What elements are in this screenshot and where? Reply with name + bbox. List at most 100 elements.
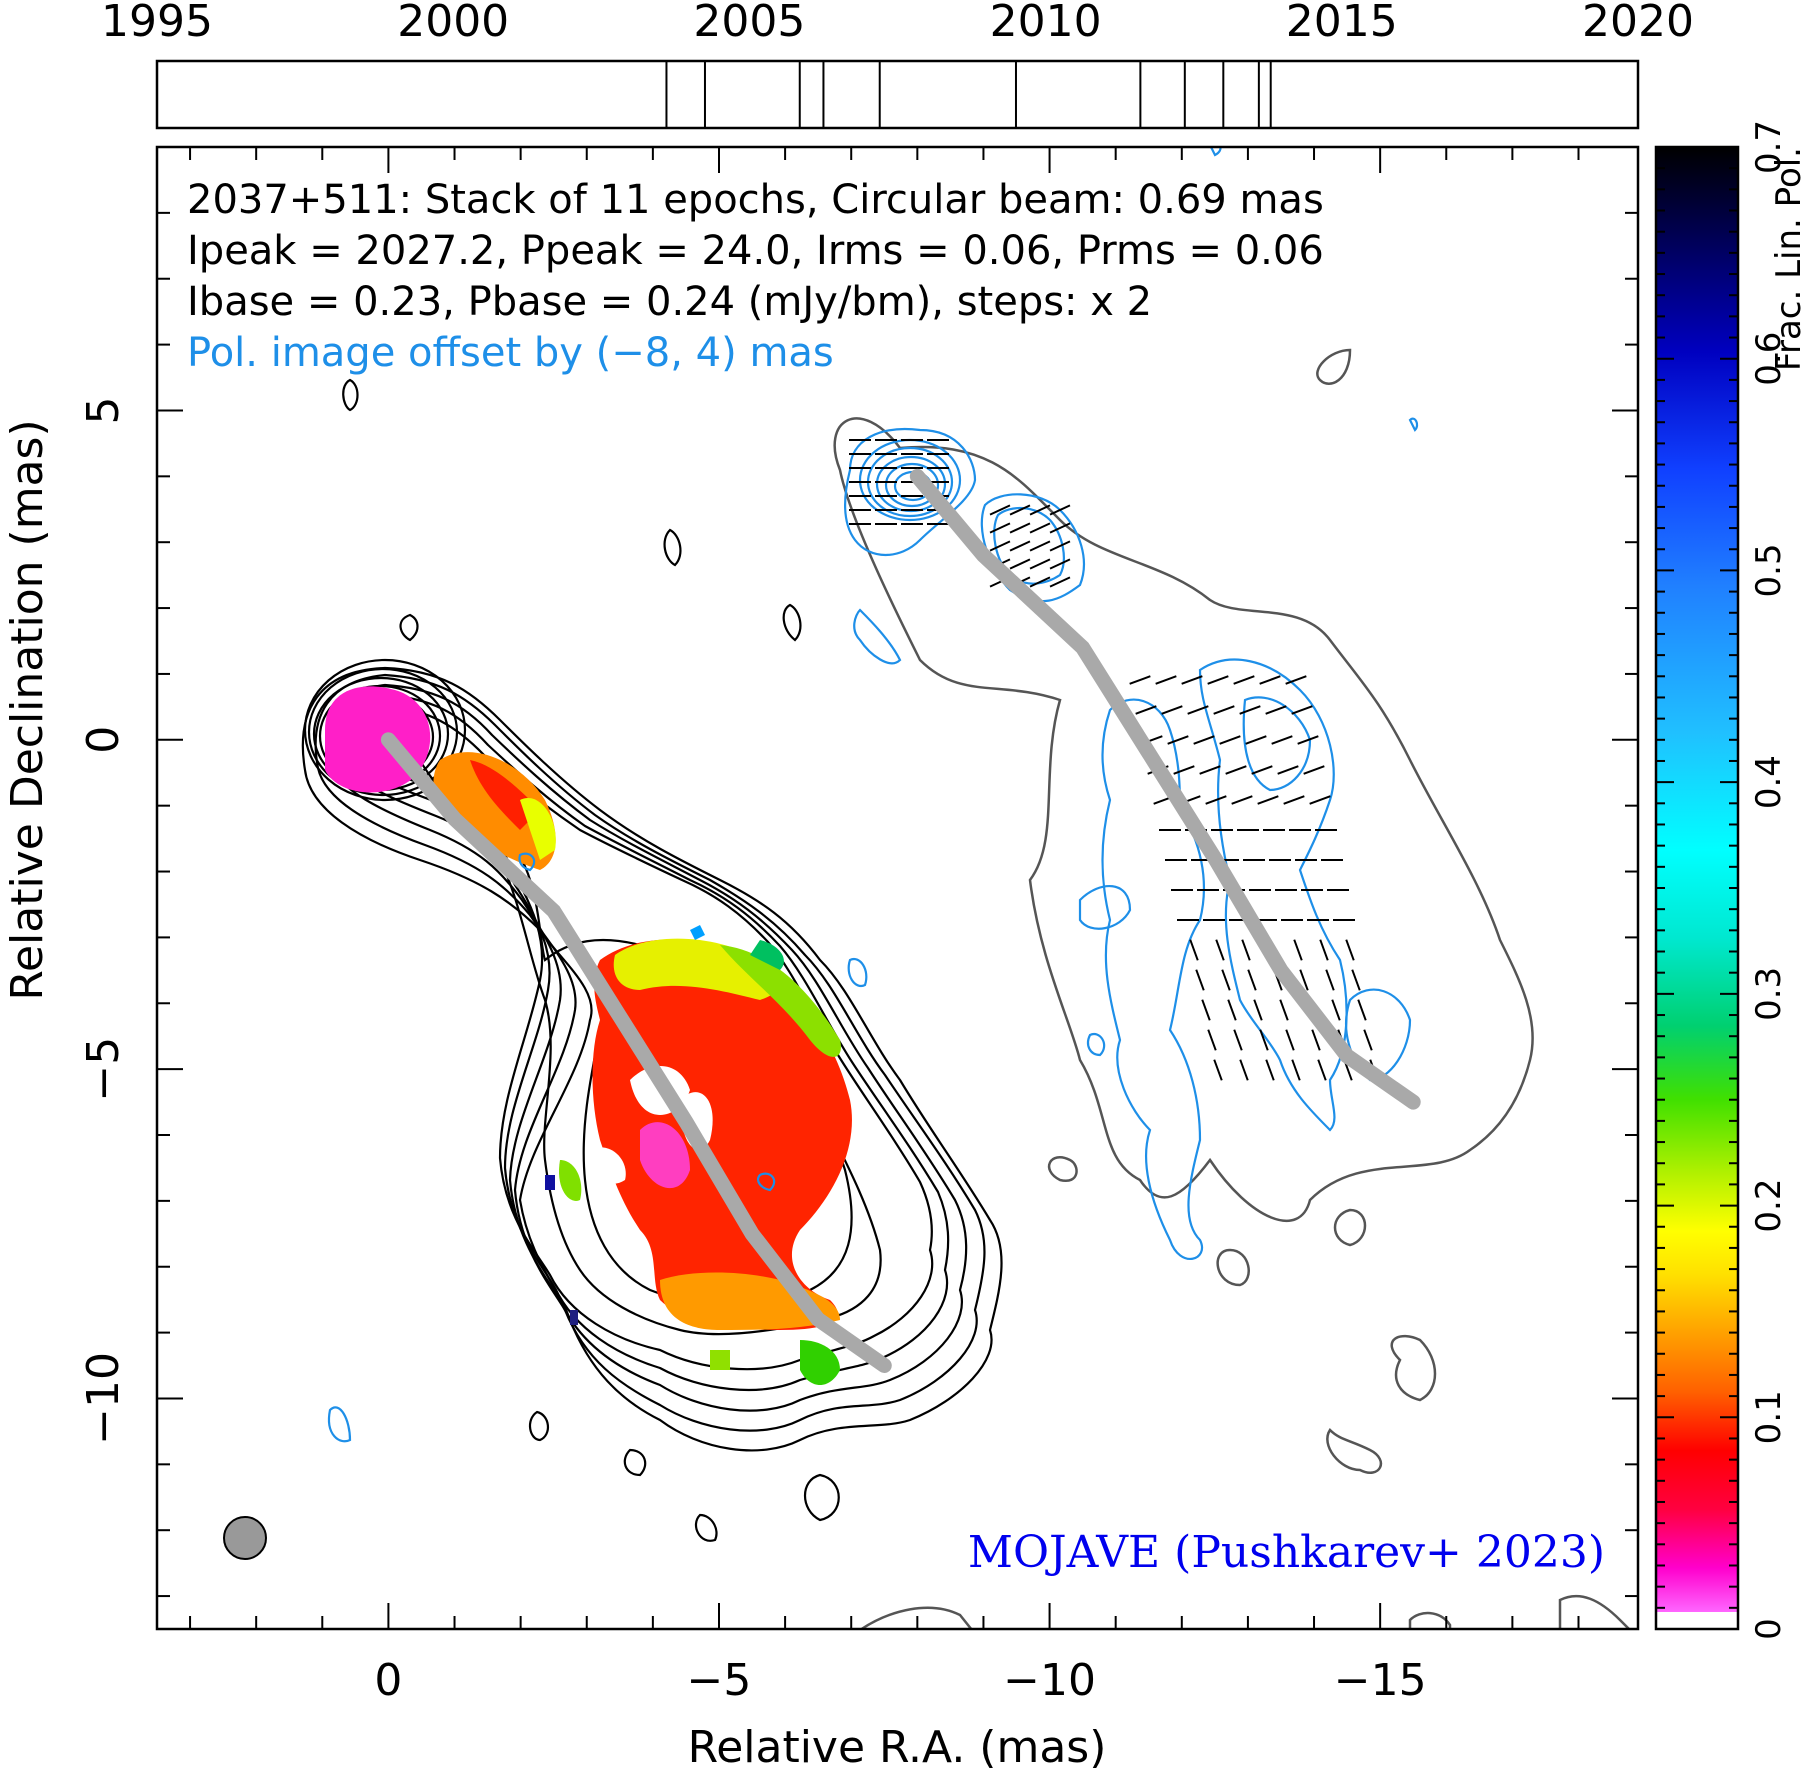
colorbar-tick-labels: 0 0.1 0.2 0.3 0.4 0.5 0.6 0.7: [1749, 120, 1789, 1640]
evpa-stick: [1029, 540, 1051, 552]
evpa-stick: [989, 540, 1011, 552]
colorbar-white-base: [1656, 1612, 1738, 1629]
timeline-tick-label: 2015: [1286, 0, 1398, 47]
evpa-stick: [1225, 765, 1247, 775]
evpa-stick: [1291, 1059, 1301, 1081]
evpa-stick: [1311, 1029, 1321, 1051]
y-tick-labels: 5 0 −5 −10: [78, 396, 129, 1444]
evpa-stick: [1049, 558, 1071, 570]
colorbar-tick-label: 0.6: [1749, 332, 1789, 386]
y-tick-label: −5: [78, 1037, 129, 1102]
evpa-stick: [1187, 705, 1209, 715]
evpa-stick: [1297, 735, 1319, 745]
evpa-stick: [1213, 1059, 1223, 1081]
evpa-stick: [1265, 1059, 1275, 1081]
x-tick-label: −5: [687, 1655, 752, 1706]
ridge-line-offset: [909, 468, 1421, 1110]
evpa-stick: [1215, 939, 1225, 961]
main-plot: 0 −5 −10 −15 5 0 −5 −10 2037+511: Stack of 11 …: [2, 145, 1640, 1773]
evpa-stick: [1029, 504, 1051, 516]
axis-ticks: [157, 147, 1638, 1629]
evpa-stick: [1363, 1029, 1373, 1051]
annotation-line-3: Ibase = 0.23, Pbase = 0.24 (mJy/bm), ste…: [187, 279, 1152, 325]
evpa-stick: [989, 504, 1011, 516]
timeline: 1995 2000 2005 2010 2015 2020: [101, 0, 1694, 130]
annotation-line-2: Ipeak = 2027.2, Ppeak = 24.0, Irms = 0.0…: [187, 228, 1324, 274]
evpa-stick: [1325, 969, 1335, 991]
evpa-stick: [1283, 795, 1305, 805]
evpa-stick: [1239, 1059, 1249, 1081]
evpa-stick: [1227, 999, 1237, 1021]
evpa-stick: [989, 522, 1011, 534]
timeline-tick-label: 2005: [693, 0, 805, 47]
colorbar-tick-label: 0.5: [1749, 543, 1789, 597]
timeline-tick-label: 1995: [101, 0, 213, 47]
evpa-stick: [1309, 795, 1331, 805]
y-tick-label: 5: [78, 396, 129, 424]
evpa-stick: [1029, 522, 1051, 534]
evpa-stick: [1285, 1029, 1295, 1051]
colorbar-tick-label: 0.4: [1749, 755, 1789, 809]
evpa-stick: [1199, 765, 1221, 775]
evpa-stick: [1231, 795, 1253, 805]
plot-frame: [155, 145, 1640, 1631]
evpa-stick: [1247, 969, 1257, 991]
evpa-stick: [1251, 765, 1273, 775]
evpa-stick: [1259, 675, 1281, 685]
evpa-stick: [1029, 576, 1051, 588]
ridge-lines: [380, 468, 1421, 1374]
evpa-stick: [1345, 939, 1355, 961]
colorbar: 0 0.1 0.2 0.3 0.4 0.5 0.6 0.7 Frac. Lin. Pol.: [1654, 120, 1809, 1640]
timeline-epochs: [665, 61, 1272, 128]
evpa-stick: [1129, 675, 1151, 685]
evpa-stick: [1009, 504, 1031, 516]
evpa-stick: [1317, 1059, 1327, 1081]
evpa-stick: [1239, 705, 1261, 715]
evpa-stick: [1331, 999, 1341, 1021]
evpa-stick: [1259, 1029, 1269, 1051]
colorbar-tick-label: 0.2: [1749, 1179, 1789, 1233]
evpa-stick: [1285, 675, 1307, 685]
evpa-stick: [1271, 735, 1293, 745]
colorbar-tick-label: 0.7: [1749, 120, 1789, 174]
evpa-stick: [1219, 735, 1241, 745]
evpa-stick: [1357, 999, 1367, 1021]
evpa-stick: [1049, 576, 1071, 588]
colorbar-ticks: [1656, 146, 1738, 1630]
frac-pol-map: [325, 686, 852, 1385]
timeline-tick-label: 2010: [990, 0, 1102, 47]
evpa-stick: [1291, 705, 1313, 715]
timeline-labels: 1995 2000 2005 2010 2015 2020: [101, 0, 1694, 47]
evpa-stick: [1135, 705, 1157, 715]
evpa-stick: [1351, 969, 1361, 991]
evpa-stick: [1155, 675, 1177, 685]
colorbar-label: Frac. Lin. Pol.: [1769, 147, 1809, 371]
x-tick-label: 0: [374, 1655, 402, 1706]
evpa-stick: [1173, 765, 1195, 775]
evpa-stick: [1009, 558, 1031, 570]
x-tick-label: −10: [1003, 1655, 1096, 1706]
evpa-stick: [1213, 705, 1235, 715]
evpa-stick: [1167, 735, 1189, 745]
evpa-stick: [1161, 705, 1183, 715]
annotation-line-1: 2037+511: Stack of 11 epochs, Circular b…: [187, 177, 1324, 223]
timeline-frame: [155, 59, 1640, 130]
evpa-stick: [1277, 765, 1299, 775]
ridge-line-main: [380, 732, 892, 1374]
evpa-stick: [1049, 540, 1071, 552]
evpa-stick: [1207, 675, 1229, 685]
evpa-stick: [1257, 795, 1279, 805]
colorbar-tick-label: 0.1: [1749, 1390, 1789, 1444]
evpa-stick: [1207, 1029, 1217, 1051]
evpa-stick: [1279, 999, 1289, 1021]
evpa-sticks: [849, 439, 1379, 1081]
evpa-stick: [1049, 504, 1071, 516]
evpa-stick: [1253, 999, 1263, 1021]
offset-intensity-contours: [833, 348, 1631, 1629]
colorbar-tick-label: 0: [1749, 1618, 1789, 1640]
colorbar-tick-label: 0.3: [1749, 967, 1789, 1021]
evpa-stick: [1029, 558, 1051, 570]
evpa-stick: [1265, 705, 1287, 715]
evpa-stick: [1241, 939, 1251, 961]
